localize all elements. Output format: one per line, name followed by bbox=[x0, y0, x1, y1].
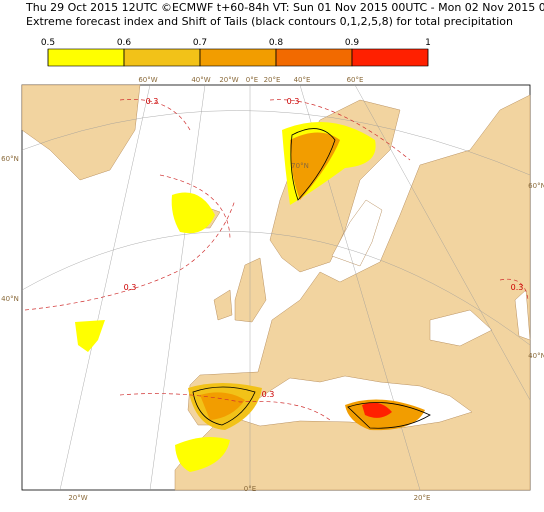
longitude-label: 20°W bbox=[219, 76, 238, 84]
title-line-2: Extreme forecast index and Shift of Tail… bbox=[26, 15, 513, 28]
colorbar-tick-label: 0.9 bbox=[345, 38, 360, 48]
longitude-label: 0°E bbox=[246, 76, 258, 84]
colorbar-tick-label: 0.8 bbox=[269, 38, 284, 48]
contour-label: 0.3 bbox=[262, 390, 275, 399]
longitude-label: 20°E bbox=[264, 76, 281, 84]
colorbar-tick-label: 0.7 bbox=[193, 38, 207, 48]
title-line-1: Thu 29 Oct 2015 12UTC ©ECMWF t+60-84h VT… bbox=[25, 1, 544, 14]
latitude-label: 60°N bbox=[528, 182, 544, 190]
latitude-label: 60°N bbox=[1, 155, 19, 163]
longitude-label: 20°E bbox=[414, 494, 431, 502]
colorbar-segment bbox=[47, 48, 125, 67]
colorbar-segment bbox=[275, 48, 353, 67]
colorbar-segment bbox=[199, 48, 277, 67]
longitude-label: 0°E bbox=[244, 485, 256, 493]
colorbar-segment bbox=[123, 48, 201, 67]
colorbar-segment bbox=[351, 48, 429, 67]
colorbar-tick-label: 0.5 bbox=[41, 38, 55, 48]
longitude-label: 40°E bbox=[294, 76, 311, 84]
longitude-label: 60°W bbox=[138, 76, 157, 84]
longitude-label: 20°W bbox=[68, 494, 87, 502]
map-labels: 60°W 40°W 20°W 0°E 20°E 40°E 60°E 60°N 40°N 60°N 4… bbox=[1, 76, 544, 502]
colorbar-tick-label: 1 bbox=[425, 38, 431, 48]
latitude-label: 40°N bbox=[528, 352, 544, 360]
latitude-label: 40°N bbox=[1, 295, 19, 303]
longitude-label: 60°E bbox=[347, 76, 364, 84]
latitude-label: 70°N bbox=[291, 162, 309, 170]
colorbar: 0.5 0.6 0.7 0.8 0.9 1 bbox=[41, 38, 431, 67]
contour-label: 0.3 bbox=[287, 97, 300, 106]
longitude-label: 40°W bbox=[191, 76, 210, 84]
contour-label: 0.3 bbox=[511, 283, 524, 292]
contour-label: 0.3 bbox=[146, 97, 159, 106]
map bbox=[21, 84, 531, 491]
colorbar-tick-label: 0.6 bbox=[117, 38, 132, 48]
contour-label: 0.3 bbox=[124, 283, 137, 292]
